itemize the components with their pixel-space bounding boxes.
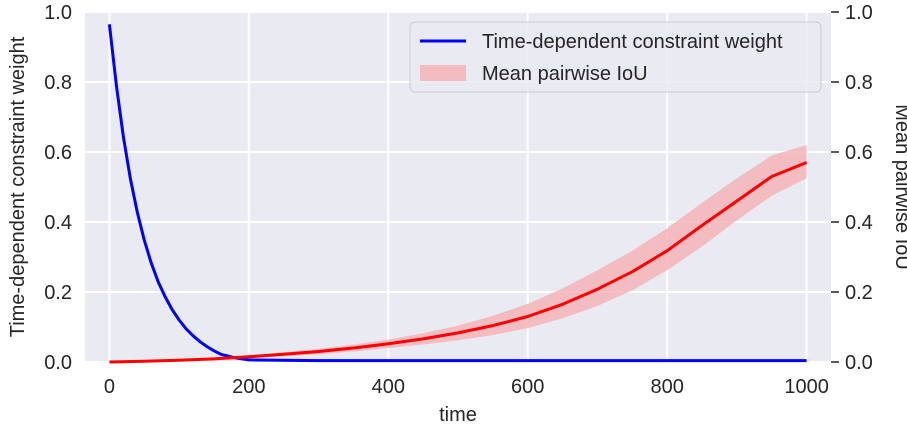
- x-axis-label: time: [439, 404, 477, 426]
- x-tick-label: 800: [650, 376, 683, 398]
- y-left-tick-label: 1.0: [44, 2, 72, 24]
- legend-label-iou: Mean pairwise IoU: [482, 63, 648, 85]
- y-right-tick-label: 0.6: [845, 142, 873, 164]
- iou-band-layer: [109, 145, 807, 362]
- legend-label-weight: Time-dependent constraint weight: [482, 31, 783, 53]
- iou-confidence-band: [109, 145, 807, 362]
- legend: Time-dependent constraint weight Mean pa…: [409, 21, 822, 93]
- weight-series-line: [107, 24, 807, 363]
- legend-iou-swatch: [420, 65, 466, 81]
- y-axis-right-label: Mean pairwise IoU: [891, 104, 907, 270]
- y-right-tick-label: 0.2: [845, 282, 873, 304]
- y-left-tick-label: 0.6: [44, 142, 72, 164]
- y-right-tick-label: 0.0: [845, 352, 873, 374]
- iou-series-line: [109, 161, 808, 364]
- y-right-tick-label: 0.8: [845, 72, 873, 94]
- x-tick-label: 400: [372, 376, 405, 398]
- y-left-tick-label: 0.4: [44, 212, 72, 234]
- x-tick-label: 600: [511, 376, 544, 398]
- y-right-tick-label: 1.0: [845, 2, 873, 24]
- x-tick-label: 200: [232, 376, 265, 398]
- y-left-tick-label: 0.2: [44, 282, 72, 304]
- y-right-tick-label: 0.4: [845, 212, 873, 234]
- y-left-tick-label: 0.8: [44, 72, 72, 94]
- legend-box: [409, 21, 822, 93]
- y-axis-left-label: Time-dependent constraint weight: [7, 36, 29, 337]
- ticks: 0 200 400 600 800 1000 0.0 0.2 0.4 0.6 0.8 1.0 0.0 0.…: [44, 2, 873, 398]
- x-tick-label: 0: [104, 376, 115, 398]
- y-left-tick-label: 0.0: [44, 352, 72, 374]
- series-lines: [107, 24, 808, 364]
- x-tick-label: 1000: [784, 376, 829, 398]
